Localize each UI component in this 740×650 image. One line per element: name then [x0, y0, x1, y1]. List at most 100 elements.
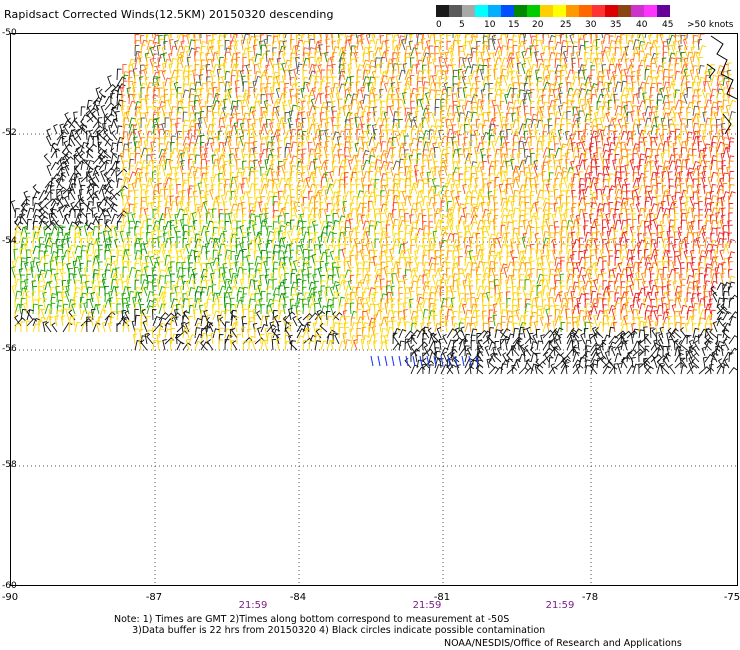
wind-barb	[80, 106, 86, 117]
wind-barb	[85, 110, 94, 123]
wind-barb	[661, 62, 667, 75]
wind-barb	[452, 104, 458, 117]
wind-barb	[176, 136, 182, 147]
wind-barb	[169, 81, 174, 93]
wind-barb	[71, 250, 77, 261]
wind-barb	[704, 74, 711, 87]
wind-barb	[509, 182, 515, 195]
wind-barb	[614, 63, 621, 75]
wind-barb	[319, 34, 322, 39]
wind-barb	[692, 268, 698, 279]
wind-barb	[702, 129, 707, 141]
wind-barb	[205, 165, 210, 177]
wind-barb	[529, 231, 535, 243]
wind-barb	[440, 231, 449, 243]
wind-barb	[462, 86, 468, 99]
wind-barb	[710, 124, 716, 135]
wind-barb	[247, 124, 253, 135]
wind-barb	[392, 63, 399, 75]
wind-barb	[156, 44, 162, 57]
wind-barb	[596, 63, 601, 75]
wind-barb	[324, 196, 329, 207]
wind-barb	[176, 69, 183, 81]
wind-barb	[398, 219, 407, 231]
wind-barb	[595, 165, 600, 177]
wind-barb	[296, 179, 304, 189]
wind-barb	[371, 134, 377, 147]
wind-barb	[691, 81, 697, 93]
wind-barb	[482, 82, 490, 93]
wind-barb	[722, 143, 729, 153]
wind-barb	[163, 34, 169, 45]
wind-barb	[685, 75, 690, 87]
wind-barb	[566, 137, 574, 147]
wind-barb	[486, 57, 492, 69]
wind-barb	[554, 41, 562, 51]
wind-barb	[462, 183, 467, 195]
wind-barb	[500, 243, 507, 255]
wind-barb	[678, 242, 683, 255]
wind-barb	[455, 277, 461, 291]
wind-barb	[182, 35, 188, 45]
wind-barb	[158, 286, 166, 297]
wind-barb	[194, 166, 202, 177]
wind-barb	[404, 224, 411, 237]
wind-barb	[374, 286, 381, 297]
wind-barb	[239, 241, 244, 255]
wind-barb	[144, 123, 150, 135]
wind-barb	[222, 141, 227, 153]
wind-barb	[656, 286, 663, 297]
wind-barb	[599, 116, 605, 129]
wind-barb	[330, 106, 336, 117]
wind-barb	[644, 82, 650, 93]
wind-barb	[97, 141, 103, 153]
wind-barb	[289, 160, 294, 171]
wind-barb	[211, 233, 217, 243]
wind-barb	[392, 202, 398, 213]
wind-barb	[542, 285, 549, 297]
wind-barb	[530, 285, 538, 297]
wind-barb	[476, 123, 484, 135]
wind-barb	[278, 45, 286, 57]
wind-barb	[380, 268, 386, 279]
wind-barb	[674, 177, 681, 189]
wind-barb	[476, 273, 482, 285]
wind-barb	[415, 158, 421, 171]
wind-barb	[440, 34, 445, 45]
wind-barb	[152, 76, 158, 87]
wind-barb	[668, 208, 674, 219]
wind-barb	[498, 183, 504, 195]
wind-barb	[493, 165, 498, 177]
wind-barb	[374, 154, 382, 165]
wind-barb	[80, 174, 92, 183]
wind-barb	[259, 117, 264, 129]
wind-barb	[608, 46, 616, 57]
wind-barb	[342, 195, 348, 207]
wind-barb	[212, 268, 219, 279]
wind-barb	[703, 274, 709, 285]
wind-barb	[86, 213, 91, 225]
wind-barb	[374, 194, 381, 207]
wind-barb	[92, 255, 100, 267]
wind-barb	[595, 244, 600, 255]
wind-barb	[578, 130, 583, 141]
wind-barb	[626, 149, 632, 159]
wind-barb	[524, 155, 532, 165]
wind-barb	[707, 80, 712, 93]
wind-barb	[335, 284, 340, 297]
wind-barb	[13, 219, 22, 231]
wind-barb	[420, 38, 426, 51]
wind-barb	[554, 274, 559, 285]
wind-barb	[679, 183, 685, 195]
wind-barb	[269, 86, 275, 99]
wind-barb	[404, 135, 409, 147]
wind-barb	[432, 202, 437, 213]
wind-barb	[296, 63, 303, 75]
wind-barb	[308, 56, 314, 69]
wind-barb	[506, 165, 511, 177]
wind-barb	[302, 196, 308, 207]
wind-barb	[170, 273, 175, 285]
wind-barb	[485, 45, 491, 57]
wind-barb	[482, 231, 488, 243]
wind-barb	[176, 106, 183, 117]
